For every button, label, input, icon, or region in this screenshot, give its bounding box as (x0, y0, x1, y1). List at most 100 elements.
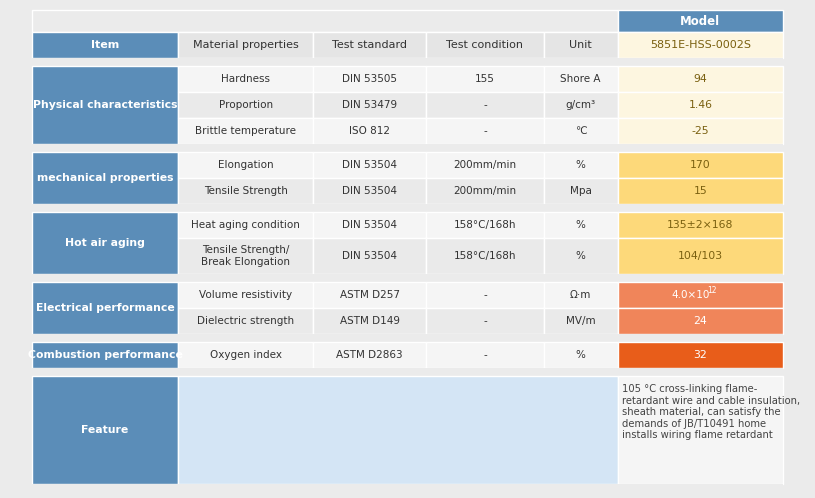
Text: Unit: Unit (570, 40, 592, 50)
Bar (178, 178, 313, 204)
Bar (313, 308, 426, 334)
Text: g/cm³: g/cm³ (566, 100, 596, 110)
Text: 200mm/min: 200mm/min (453, 160, 517, 170)
Bar (544, 66, 618, 92)
Bar (178, 118, 313, 144)
Text: 32: 32 (694, 350, 707, 360)
Text: -: - (483, 350, 487, 360)
Text: 94: 94 (694, 74, 707, 84)
Text: 12: 12 (707, 285, 717, 294)
Bar (313, 92, 426, 118)
Bar (178, 152, 313, 178)
Bar (32, 10, 618, 32)
Text: 105 °C cross-linking flame-
retardant wire and cable insulation,
sheath material: 105 °C cross-linking flame- retardant wi… (622, 384, 800, 440)
Text: Feature: Feature (82, 425, 129, 435)
Text: Volume resistivity: Volume resistivity (199, 290, 293, 300)
Text: Proportion: Proportion (218, 100, 273, 110)
Text: Tensile Strength: Tensile Strength (204, 186, 288, 196)
Text: Test condition: Test condition (447, 40, 523, 50)
Bar (618, 282, 783, 308)
Text: DIN 53505: DIN 53505 (342, 74, 397, 84)
Bar (618, 118, 783, 144)
Bar (426, 342, 544, 368)
Text: Electrical performance: Electrical performance (36, 303, 174, 313)
Text: %: % (575, 220, 586, 230)
Bar (178, 342, 313, 368)
Text: 170: 170 (690, 160, 711, 170)
Bar (544, 342, 618, 368)
Text: MV/m: MV/m (566, 316, 596, 326)
Text: Physical characteristics: Physical characteristics (33, 100, 178, 110)
Bar (426, 238, 544, 274)
Bar (178, 308, 313, 334)
Text: 158°C/168h: 158°C/168h (454, 251, 516, 261)
Bar (544, 238, 618, 274)
Text: -: - (483, 126, 487, 136)
Text: Brittle temperature: Brittle temperature (195, 126, 296, 136)
Bar (313, 178, 426, 204)
Bar (313, 342, 426, 368)
Bar (618, 92, 783, 118)
Text: ASTM D149: ASTM D149 (340, 316, 399, 326)
Bar (426, 118, 544, 144)
Bar (178, 92, 313, 118)
Bar (618, 32, 783, 58)
Text: %: % (575, 160, 586, 170)
Bar (313, 238, 426, 274)
Text: 4.0×10: 4.0×10 (671, 290, 710, 300)
Text: 200mm/min: 200mm/min (453, 186, 517, 196)
Bar (426, 32, 544, 58)
Text: ℃: ℃ (575, 126, 587, 136)
Text: Mpa: Mpa (570, 186, 592, 196)
Bar (32, 66, 178, 144)
Text: DIN 53504: DIN 53504 (342, 220, 397, 230)
Bar (618, 376, 783, 484)
Text: 24: 24 (694, 316, 707, 326)
Text: Hardness: Hardness (221, 74, 270, 84)
Text: DIN 53504: DIN 53504 (342, 186, 397, 196)
Bar (313, 282, 426, 308)
Bar (618, 212, 783, 238)
Bar (544, 282, 618, 308)
Text: -: - (483, 316, 487, 326)
Text: 104/103: 104/103 (678, 251, 723, 261)
Bar (32, 342, 178, 368)
Bar (32, 204, 783, 212)
Bar (32, 282, 178, 334)
Bar (544, 212, 618, 238)
Bar (618, 308, 783, 334)
Text: %: % (575, 251, 586, 261)
Text: Hot air aging: Hot air aging (65, 238, 145, 248)
Bar (32, 484, 783, 498)
Text: %: % (575, 350, 586, 360)
Bar (426, 308, 544, 334)
Bar (178, 32, 313, 58)
Bar (178, 212, 313, 238)
Bar (32, 212, 178, 274)
Bar (178, 66, 313, 92)
Bar (426, 152, 544, 178)
Text: DIN 53504: DIN 53504 (342, 251, 397, 261)
Bar (313, 118, 426, 144)
Bar (32, 144, 783, 152)
Text: 15: 15 (694, 186, 707, 196)
Bar (32, 32, 178, 58)
Bar (32, 58, 783, 66)
Text: Material properties: Material properties (193, 40, 298, 50)
Text: Elongation: Elongation (218, 160, 274, 170)
Bar (426, 92, 544, 118)
Bar (32, 368, 783, 376)
Bar (32, 274, 783, 282)
Text: Test standard: Test standard (333, 40, 408, 50)
Text: Dielectric strength: Dielectric strength (197, 316, 294, 326)
Bar (544, 152, 618, 178)
Text: -: - (483, 290, 487, 300)
Bar (32, 152, 178, 204)
Text: mechanical properties: mechanical properties (37, 173, 174, 183)
Bar (618, 342, 783, 368)
Text: 158°C/168h: 158°C/168h (454, 220, 516, 230)
Bar (313, 212, 426, 238)
Text: Oxygen index: Oxygen index (209, 350, 282, 360)
Bar (544, 118, 618, 144)
Bar (426, 66, 544, 92)
